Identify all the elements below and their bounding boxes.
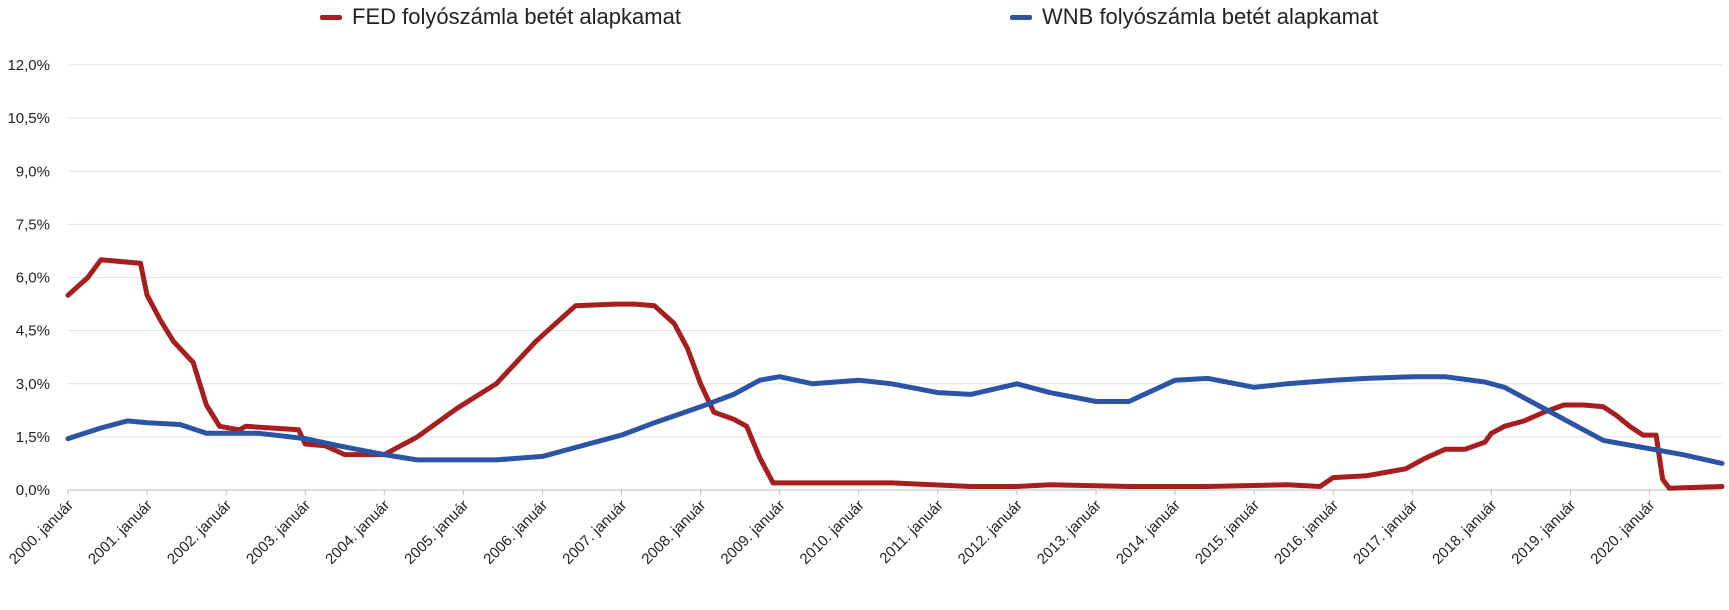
x-tick-label: 2014. január — [1113, 497, 1184, 568]
legend-item-wnb: WNB folyószámla betét alapkamat — [1010, 2, 1378, 32]
y-tick-label: 6,0% — [16, 270, 50, 287]
series-lines — [65, 257, 1725, 491]
gridlines — [68, 64, 1722, 491]
x-axis-labels: 2000. január 2001. január 2002. január 2003… — [6, 490, 1658, 568]
legend-item-fed: FED folyószámla betét alapkamat — [320, 2, 681, 32]
legend-label-fed: FED folyószámla betét alapkamat — [352, 4, 681, 29]
x-tick-label: 2010. január — [797, 497, 868, 568]
y-tick-label: 12,0% — [7, 57, 50, 74]
legend-swatch-wnb — [1010, 14, 1032, 20]
x-tick-label: 2016. január — [1271, 497, 1342, 568]
y-tick-label: 10,5% — [7, 110, 50, 127]
y-tick-label: 1,5% — [16, 429, 50, 446]
y-tick-label: 4,5% — [16, 323, 50, 340]
y-tick-label: 7,5% — [16, 216, 50, 233]
x-tick-label: 2004. január — [322, 497, 393, 568]
x-tick-label: 2012. január — [955, 497, 1026, 568]
x-tick-label: 2019. január — [1508, 497, 1579, 568]
y-tick-label: 3,0% — [16, 376, 50, 393]
x-tick-label: 2008. január — [638, 497, 709, 568]
x-tick-label: 2015. január — [1192, 497, 1263, 568]
series-line-fed — [65, 257, 1725, 491]
y-axis-labels: 0,0% 1,5% 3,0% 4,5% 6,0% 7,5% 9,0% 10,5% 12,0% — [7, 57, 50, 499]
y-tick-label: 0,0% — [16, 482, 50, 499]
series-line-wnb — [65, 374, 1725, 466]
x-tick-label: 2009. január — [718, 497, 789, 568]
x-tick-label: 2002. január — [164, 497, 235, 568]
x-tick-label: 2013. január — [1034, 497, 1105, 568]
x-tick-label: 2007. január — [559, 497, 630, 568]
x-tick-label: 2006. január — [480, 497, 551, 568]
legend-swatch-fed — [320, 14, 342, 20]
x-tick-label: 2020. január — [1587, 497, 1658, 568]
x-tick-label: 2018. január — [1429, 497, 1500, 568]
x-tick-label: 2003. január — [243, 497, 314, 568]
y-tick-label: 9,0% — [16, 163, 50, 180]
x-tick-label: 2005. január — [401, 497, 472, 568]
x-tick-label: 2011. január — [876, 497, 946, 567]
legend-label-wnb: WNB folyószámla betét alapkamat — [1042, 4, 1379, 29]
x-tick-label: 2001. január — [85, 497, 156, 568]
x-tick-label: 2000. január — [6, 497, 77, 568]
x-tick-label: 2017. január — [1350, 497, 1421, 568]
